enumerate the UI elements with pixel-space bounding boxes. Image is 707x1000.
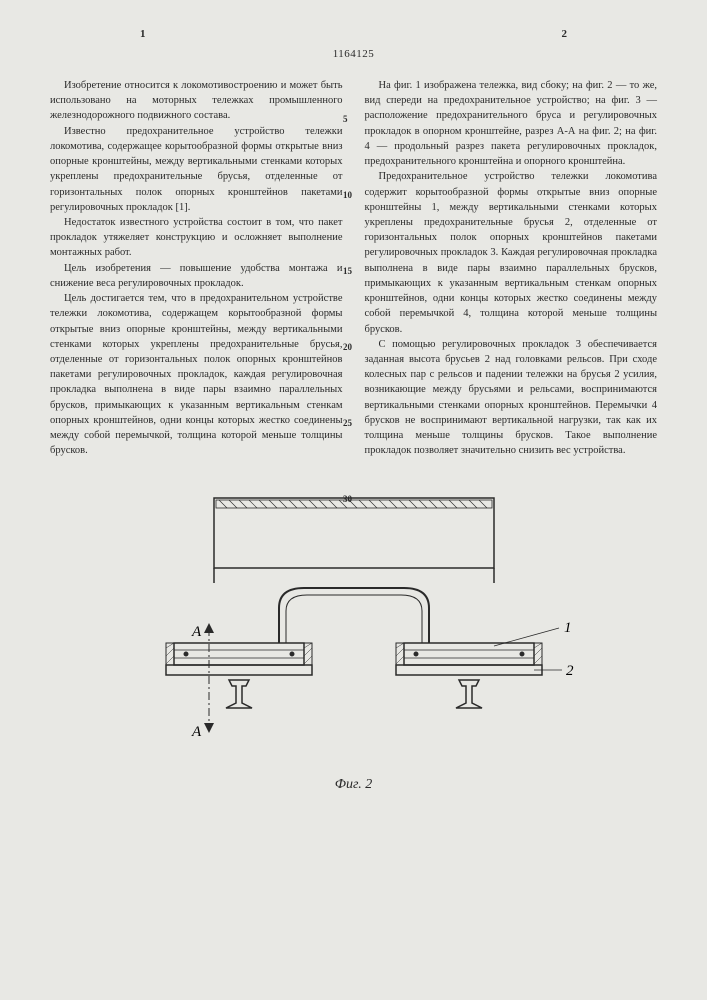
para: Предохранительное устройство тележки лок… (365, 169, 658, 336)
figure-2: А А 1 2 Фиг. 2 (50, 488, 657, 793)
para: Недостаток известного устройства состоит… (50, 215, 343, 261)
line-marker: 5 (343, 115, 352, 124)
rail-left (226, 680, 252, 708)
patent-number: 1164125 (50, 48, 657, 60)
para: На фиг. 1 изображена тележка, вид сбоку;… (365, 78, 658, 169)
column-right: На фиг. 1 изображена тележка, вид сбоку;… (365, 78, 658, 458)
para: С помощью регулировочных прокладок 3 обе… (365, 337, 658, 459)
svg-text:2: 2 (566, 663, 574, 679)
page-col-number-right: 2 (562, 28, 568, 40)
figure-caption: Фиг. 2 (50, 777, 657, 793)
page-col-number-left: 1 (140, 28, 146, 40)
rail-right (456, 680, 482, 708)
para: Изобретение относится к локомотивостроен… (50, 78, 343, 124)
left-bracket (166, 643, 312, 675)
line-marker: 20 (343, 343, 352, 352)
para: Цель достигается тем, что в предохраните… (50, 291, 343, 458)
svg-text:А: А (191, 624, 202, 640)
column-left: Изобретение относится к локомотивостроен… (50, 78, 343, 458)
para: Цель изобретения — повышение удобства мо… (50, 261, 343, 291)
line-marker: 25 (343, 419, 352, 428)
right-bracket (396, 643, 542, 675)
line-marker: 10 (343, 191, 352, 200)
svg-text:1: 1 (564, 620, 572, 636)
text-columns: Изобретение относится к локомотивостроен… (50, 78, 657, 458)
svg-text:А: А (191, 724, 202, 740)
figure-svg: А А 1 2 (114, 488, 594, 768)
line-marker: 15 (343, 267, 352, 276)
para: Известно предохранительное устройство те… (50, 124, 343, 215)
